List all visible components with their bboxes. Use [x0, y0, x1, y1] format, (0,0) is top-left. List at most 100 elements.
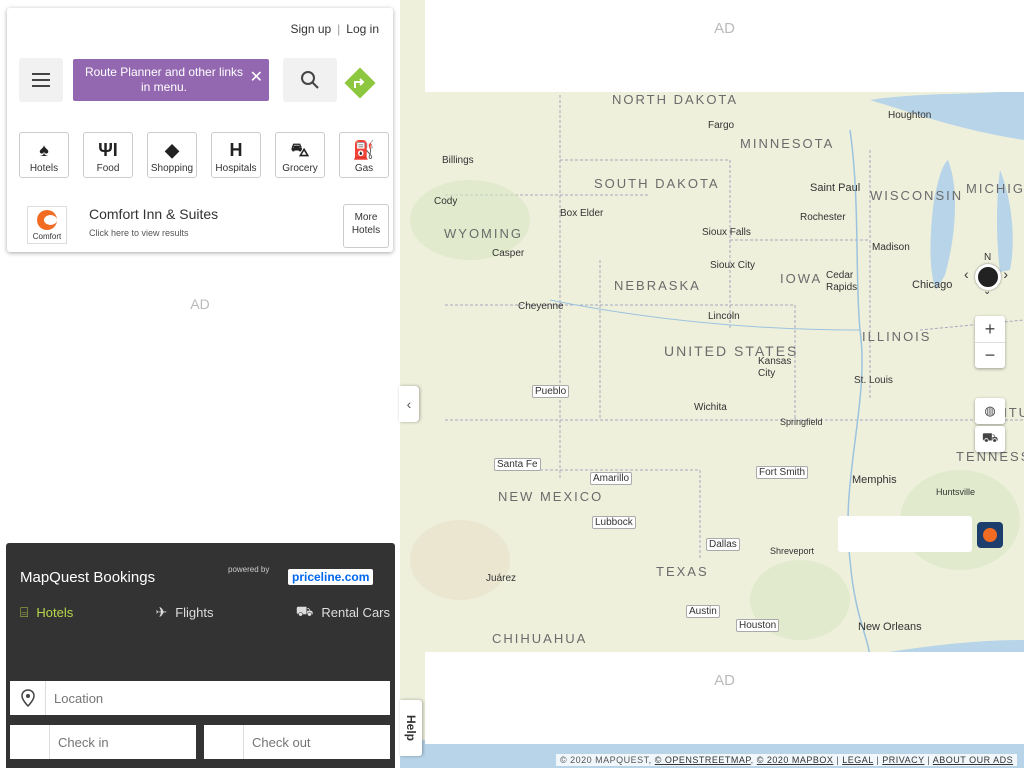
more-hotels-button[interactable]: More Hotels — [343, 204, 389, 248]
map-overlay-box — [838, 516, 972, 552]
location-pin-icon — [20, 689, 35, 707]
category-gas-button[interactable]: ⛽ Gas — [339, 132, 389, 178]
traffic-button[interactable]: ⛟ — [975, 426, 1005, 452]
help-button[interactable]: Help — [400, 700, 422, 756]
calendar-icon[interactable]: ▦ — [204, 725, 244, 759]
close-icon[interactable]: ✕ — [249, 69, 263, 86]
priceline-logo: priceline.com — [288, 569, 374, 585]
map-link-pueblo[interactable]: Pueblo — [532, 385, 570, 398]
compass-control[interactable]: N ‹ › ⌄ — [962, 252, 1016, 302]
map-link-austin[interactable]: Austin — [686, 605, 720, 618]
compass-icon[interactable] — [975, 264, 1001, 290]
location-input[interactable] — [46, 681, 390, 715]
hotel-promo[interactable]: Comfort Comfort Inn & Suites Click here … — [19, 202, 389, 248]
bookings-title: MapQuest Bookings — [20, 569, 156, 586]
ad-banner-bottom[interactable]: AD — [425, 652, 1024, 744]
mapbox-link[interactable]: © 2020 MAPBOX — [756, 755, 834, 765]
bookings-panel: MapQuest Bookings powered by priceline.c… — [6, 543, 395, 768]
collapse-panel-button[interactable]: ‹ — [399, 386, 419, 422]
category-food-button[interactable]: ΨΙ Food — [83, 132, 133, 178]
search-card: Sign up | Log in Route Planner and other… — [7, 8, 393, 252]
city-label: Shreveport — [770, 546, 815, 556]
city-label: Juárez — [486, 573, 517, 584]
hospital-icon: H — [229, 140, 243, 160]
city-label: Billings — [442, 155, 474, 166]
menu-button[interactable] — [19, 58, 63, 102]
category-label: Hotels — [29, 163, 59, 174]
city-label: Lincoln — [708, 311, 740, 322]
promo-title[interactable]: Comfort Inn & Suites — [89, 206, 219, 222]
sign-up-link[interactable]: Sign up — [290, 22, 332, 36]
city-label: Madison — [872, 242, 910, 253]
legal-link[interactable]: LEGAL — [842, 755, 874, 765]
category-label: Grocery — [282, 163, 318, 174]
privacy-link[interactable]: PRIVACY — [882, 755, 925, 765]
cart-icon: ⛍ — [290, 140, 310, 160]
copyright-text: © 2020 MAPQUEST, — [560, 755, 652, 765]
tab-label: Rental Cars — [321, 605, 390, 620]
city-label: Box Elder — [560, 208, 604, 219]
state-label: NEW MEXICO — [498, 489, 604, 504]
ad-banner-left[interactable]: AD — [190, 296, 210, 312]
rotate-right-icon[interactable]: › — [1003, 266, 1008, 282]
category-hospitals-button[interactable]: H Hospitals — [211, 132, 261, 178]
openstreetmap-link[interactable]: © OPENSTREETMAP — [654, 755, 751, 765]
city-label: Kansas City — [758, 356, 792, 379]
ad-banner-top[interactable]: AD — [425, 0, 1024, 92]
state-label: CHIHUAHUA — [492, 631, 588, 646]
zoom-out-button[interactable]: − — [975, 342, 1005, 368]
tab-hotels[interactable]: ⌸ Hotels — [20, 603, 73, 622]
promo-subtitle[interactable]: Click here to view results — [89, 228, 189, 238]
log-in-link[interactable]: Log in — [346, 22, 379, 36]
auth-separator: | — [337, 22, 341, 36]
map-attribution: © 2020 MAPQUEST, © OPENSTREETMAP, © 2020… — [556, 754, 1018, 766]
state-label: MINNESOTA — [740, 136, 835, 151]
directions-button[interactable] — [343, 66, 377, 100]
directions-icon — [344, 67, 376, 99]
city-label: Wichita — [694, 402, 727, 413]
city-label: Casper — [492, 248, 525, 259]
rotate-left-icon[interactable]: ‹ — [964, 266, 969, 282]
comfort-logo: Comfort — [27, 206, 67, 244]
globe-view-button[interactable]: ◍ — [975, 398, 1005, 424]
map-link-dallas[interactable]: Dallas — [706, 538, 740, 551]
about-ads-link[interactable]: ABOUT OUR ADS — [932, 755, 1014, 765]
category-shopping-button[interactable]: ◆ Shopping — [147, 132, 197, 178]
tag-icon: ◆ — [165, 140, 179, 160]
location-pin-button[interactable] — [10, 681, 46, 715]
map-link-houston[interactable]: Houston — [736, 619, 780, 632]
category-label: Shopping — [150, 163, 194, 174]
plane-icon: ✈ — [155, 604, 168, 620]
check-out-input[interactable] — [244, 725, 390, 759]
category-hotels-button[interactable]: ♠ Hotels — [19, 132, 69, 178]
search-button[interactable] — [283, 58, 337, 102]
zoom-in-button[interactable]: + — [984, 318, 996, 339]
menu-tooltip: Route Planner and other links in menu. ✕ — [73, 59, 269, 101]
state-label: SOUTH DAKOTA — [594, 176, 720, 191]
state-label: WYOMING — [444, 226, 523, 241]
compass-north-label: N — [984, 252, 992, 263]
comfort-logo-icon — [37, 209, 57, 230]
mapquest-logo-icon[interactable] — [977, 522, 1003, 548]
map-link-fort-smith[interactable]: Fort Smith — [756, 466, 809, 479]
city-label: Sioux City — [710, 260, 756, 271]
check-in-input[interactable] — [50, 725, 196, 759]
map-link-lubbock[interactable]: Lubbock — [592, 516, 636, 529]
location-row — [10, 681, 390, 715]
car-icon: ⛟ — [981, 430, 999, 445]
calendar-icon[interactable]: ▦ — [10, 725, 50, 759]
category-row: ♠ Hotels ΨΙ Food ◆ Shopping H Hospitals … — [19, 132, 389, 178]
chevron-down-icon[interactable]: ⌄ — [983, 286, 992, 297]
state-label: NORTH DAKOTA — [612, 92, 739, 107]
tab-flights[interactable]: ✈ Flights — [155, 603, 213, 622]
category-grocery-button[interactable]: ⛍ Grocery — [275, 132, 325, 178]
globe-icon: ◍ — [984, 403, 996, 418]
check-out-row: ▦ — [204, 725, 390, 759]
zoom-control: + − — [975, 316, 1005, 368]
map-link-amarillo[interactable]: Amarillo — [590, 472, 633, 485]
search-icon — [301, 71, 319, 89]
city-label: New Orleans — [858, 621, 922, 633]
gas-pump-icon: ⛽ — [352, 140, 376, 160]
tab-rental-cars[interactable]: ⛟ Rental Cars — [296, 603, 390, 622]
map-link-santa-fe[interactable]: Santa Fe — [494, 458, 541, 471]
